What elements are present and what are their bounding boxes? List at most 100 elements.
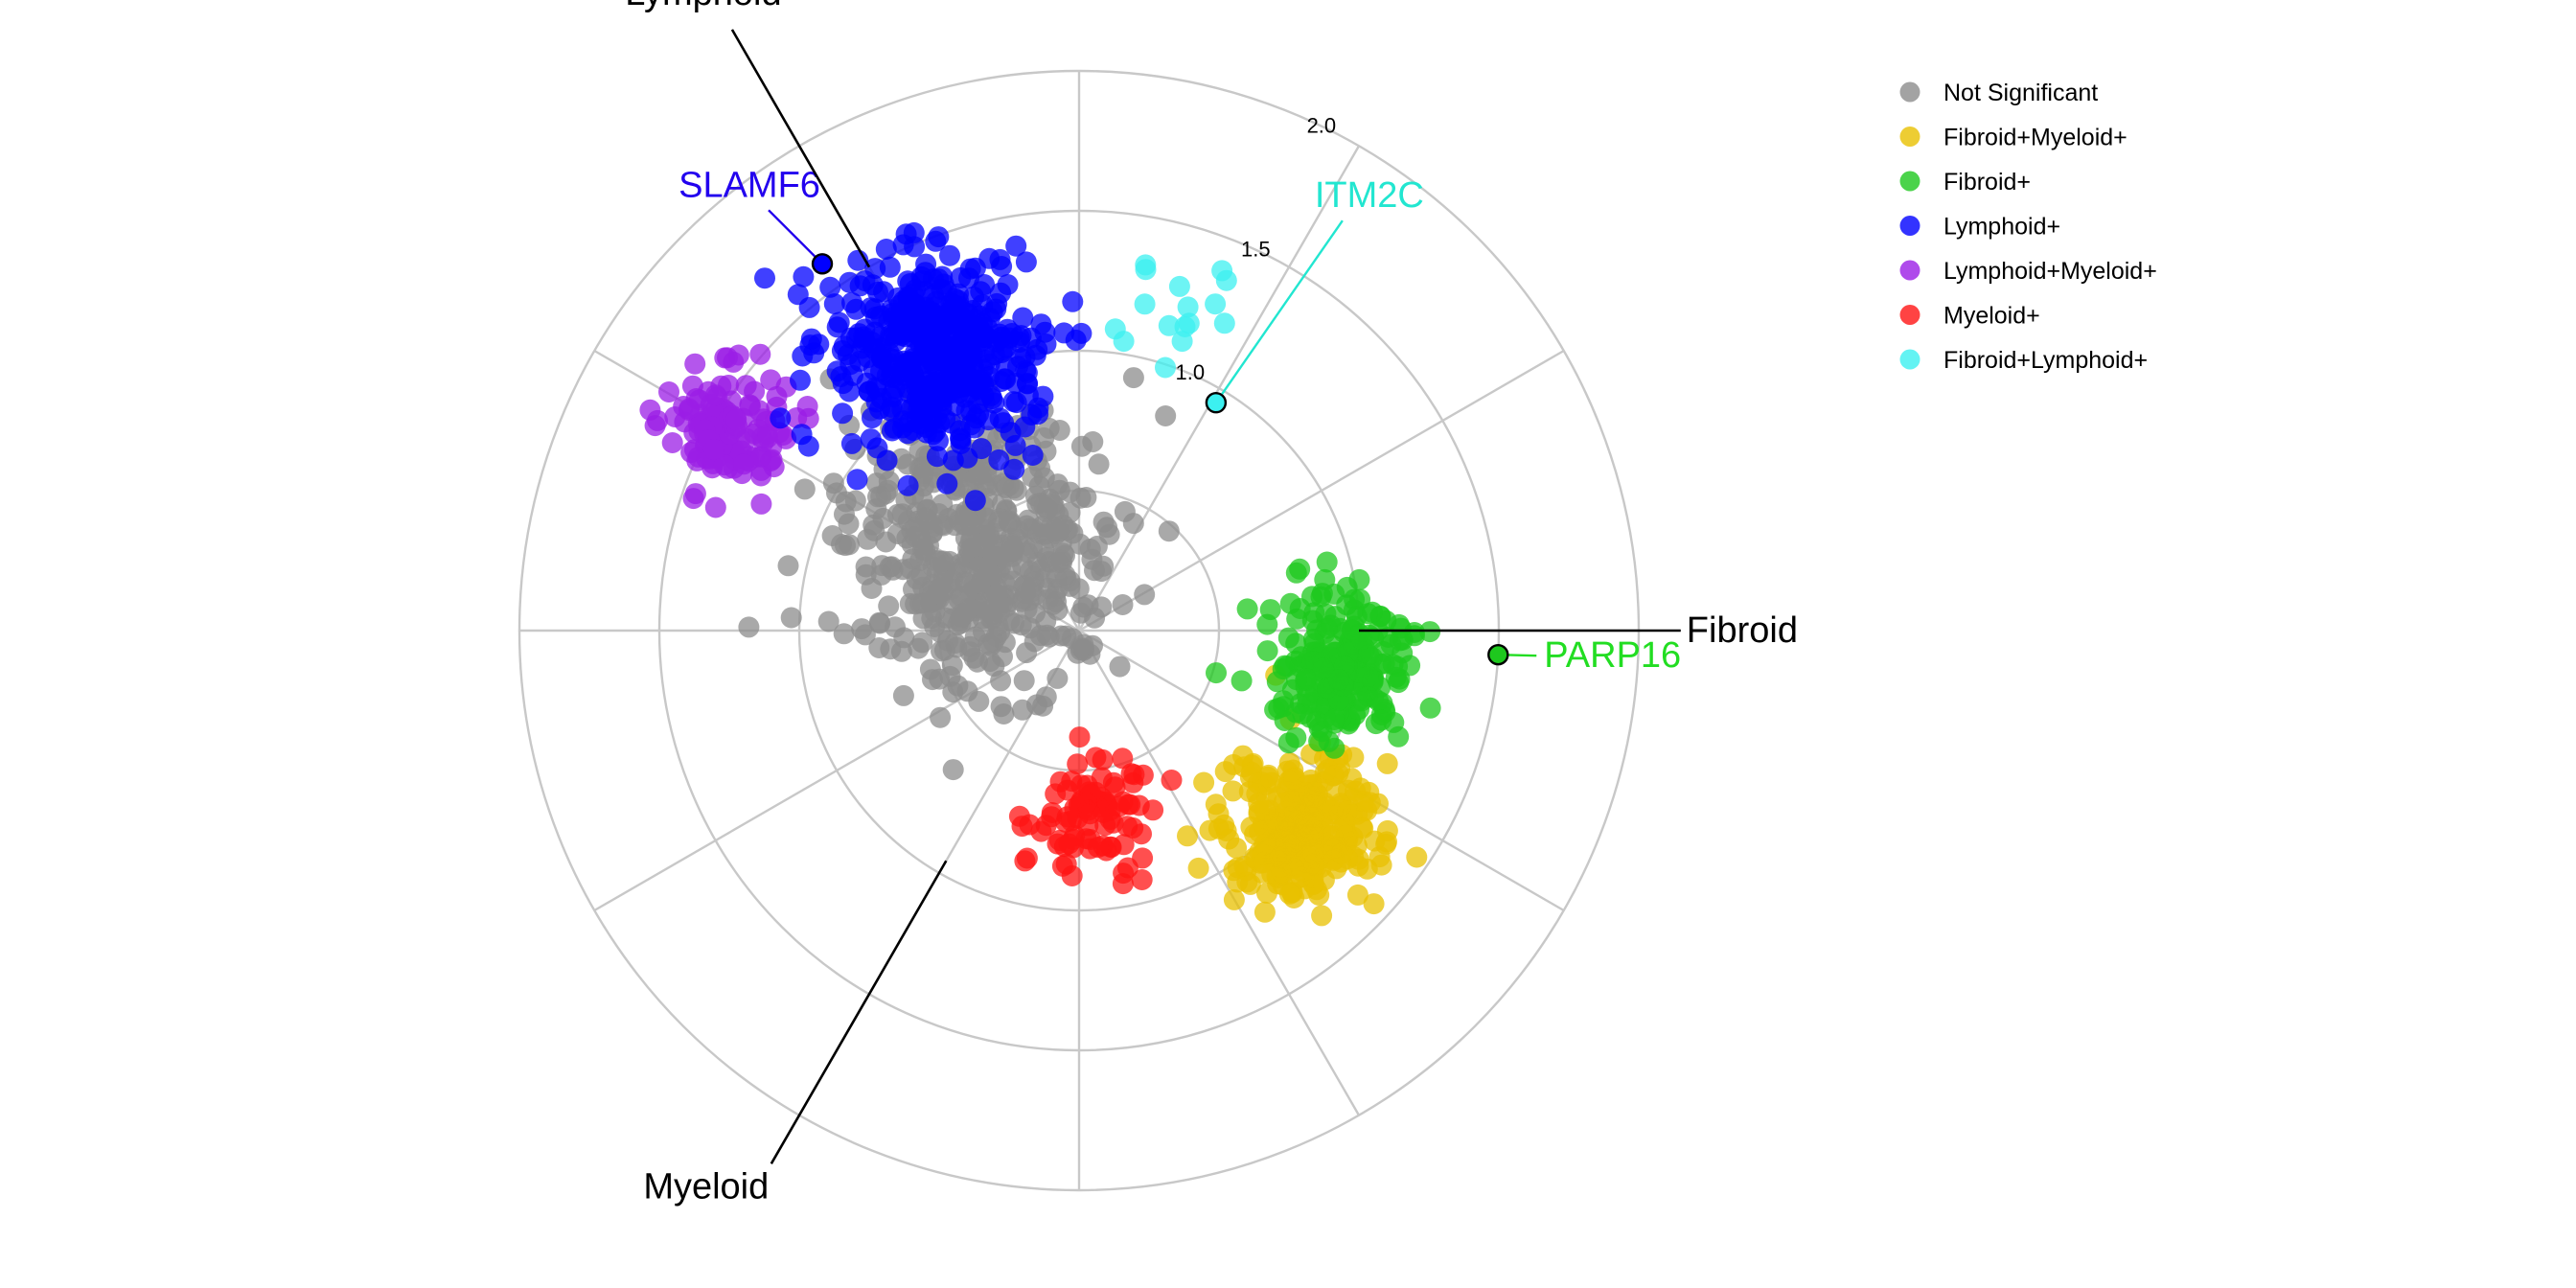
data-point [1117, 794, 1139, 816]
legend-label: Myeloid+ [1944, 303, 2040, 330]
data-point [1134, 293, 1156, 315]
data-point [787, 284, 809, 306]
data-point [1053, 322, 1075, 344]
data-point [990, 670, 1012, 692]
data-point [960, 401, 982, 423]
data-point [797, 435, 819, 457]
data-point [750, 465, 772, 487]
data-point [1323, 709, 1346, 730]
data-point [942, 681, 964, 703]
legend-marker [1899, 126, 1920, 147]
gene-label-itm2c: ITM2C [1315, 175, 1424, 216]
data-point [822, 472, 844, 494]
data-point [964, 490, 986, 512]
data-point [1016, 373, 1038, 395]
legend-label: Fibroid+Lymphoid+ [1944, 347, 2148, 374]
data-point [1007, 356, 1028, 378]
data-point [833, 623, 855, 645]
axis-label-myeloid: Myeloid [643, 1166, 769, 1207]
data-point [1363, 893, 1385, 915]
data-point [1406, 846, 1428, 868]
axis-label-lymphoid: Lymphoid [625, 0, 781, 13]
data-point [1046, 667, 1069, 689]
data-point [1003, 458, 1025, 480]
data-point [1168, 275, 1190, 297]
data-point [1230, 670, 1253, 692]
data-point [1327, 669, 1349, 691]
data-point [1002, 570, 1024, 592]
grid-spoke [1078, 349, 1565, 632]
data-point [964, 468, 986, 490]
data-point [828, 311, 850, 334]
data-point [1285, 726, 1307, 748]
axis-label-fibroid: Fibroid [1687, 610, 1798, 651]
data-point [950, 428, 972, 450]
data-point [1087, 837, 1109, 859]
data-point [991, 256, 1013, 277]
data-point [817, 610, 840, 632]
data-point [1057, 518, 1079, 540]
data-point [840, 432, 862, 454]
data-point [1312, 657, 1334, 679]
data-point [780, 607, 802, 629]
data-point [1104, 318, 1126, 340]
data-point [875, 239, 897, 260]
data-point [1120, 763, 1142, 785]
data-point [1064, 824, 1086, 846]
data-point [1131, 869, 1153, 890]
highlighted-gene-point [811, 253, 834, 275]
data-point [1298, 825, 1319, 847]
data-point [1303, 602, 1325, 624]
data-point [928, 226, 950, 248]
data-point [1122, 367, 1144, 389]
data-point [1005, 235, 1027, 257]
data-point [1116, 857, 1138, 879]
data-point [1371, 692, 1393, 714]
data-point [844, 490, 866, 512]
data-point [1024, 631, 1046, 653]
data-point [1222, 780, 1244, 802]
data-point [982, 545, 1004, 567]
highlighted-genes: SLAMF6 ITM2C PARP16 [678, 165, 1681, 676]
data-point [1068, 578, 1090, 600]
data-point [1142, 799, 1164, 821]
data-point [793, 265, 815, 288]
data-point [931, 514, 953, 536]
data-point [936, 472, 958, 494]
data-point [898, 287, 920, 309]
data-point [983, 392, 1005, 414]
data-point [1075, 487, 1097, 508]
data-point [1232, 745, 1254, 767]
data-point [832, 373, 854, 395]
data-point [959, 258, 981, 280]
data-point [954, 375, 977, 397]
data-point [1214, 761, 1236, 783]
data-point [1346, 884, 1368, 906]
data-point [1037, 588, 1059, 610]
data-point [1112, 748, 1134, 770]
data-point [1240, 761, 1262, 783]
data-point [1240, 816, 1262, 838]
data-point [1296, 668, 1317, 690]
data-point [1015, 251, 1037, 273]
data-point [1211, 260, 1233, 282]
data-point [897, 453, 919, 475]
data-point [1012, 307, 1034, 329]
data-point [1376, 752, 1398, 774]
data-point [1238, 781, 1260, 802]
data-point [926, 446, 948, 468]
data-point [1370, 709, 1392, 731]
data-point [739, 395, 761, 417]
data-point [992, 646, 1013, 668]
gene-label-slamf6: SLAMF6 [678, 165, 820, 205]
data-point [1206, 662, 1227, 684]
data-point [840, 327, 862, 349]
data-point [920, 397, 942, 419]
data-point [704, 384, 726, 406]
data-point [661, 432, 683, 453]
data-point [885, 616, 906, 638]
data-point [794, 478, 816, 500]
data-point [862, 358, 885, 380]
data-point [1226, 837, 1248, 859]
